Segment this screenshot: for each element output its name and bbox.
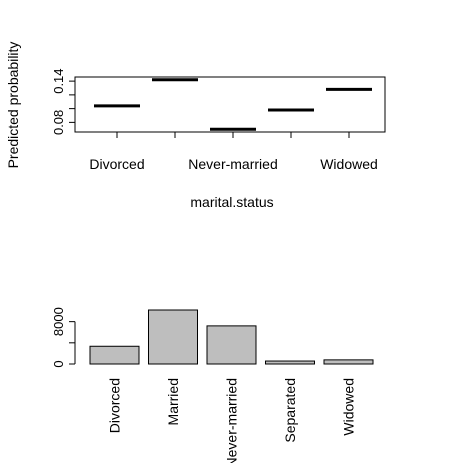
bar-category-label: Married xyxy=(165,378,181,425)
bar xyxy=(206,325,257,365)
effect-plot-y-axis: 0.08 0.14 xyxy=(51,68,75,135)
count-bar-chart: 0 8000 Divorced Married Never-married Separa… xyxy=(51,307,374,463)
x-tick-label: Widowed xyxy=(320,156,378,172)
effect-plot-x-axis: Divorced Never-married Widowed xyxy=(89,132,378,172)
y-tick-label: 8000 xyxy=(51,307,66,336)
bar xyxy=(265,360,315,365)
y-tick-label: 0.14 xyxy=(51,68,66,93)
effect-plot: 0.08 0.14 Divorced Never-married Widowed Pr… xyxy=(5,42,386,210)
bar-chart-bars xyxy=(89,309,374,365)
bar-category-label: Divorced xyxy=(107,378,123,433)
effect-plot-frame xyxy=(74,76,386,133)
effect-plot-x-axis-label: marital.status xyxy=(190,194,273,210)
bar-category-label: Widowed xyxy=(341,378,357,436)
y-tick-label: 0.08 xyxy=(51,110,66,135)
bar-chart-y-axis: 0 8000 xyxy=(51,307,76,368)
bar xyxy=(148,309,198,365)
x-tick-label: Divorced xyxy=(89,156,144,172)
x-tick-label: Never-married xyxy=(188,156,277,172)
bar-chart-x-labels: Divorced Married Never-married Separated Wid… xyxy=(107,378,357,463)
bar xyxy=(323,359,374,365)
y-tick-label: 0 xyxy=(51,360,66,367)
bar xyxy=(89,345,140,365)
bar-category-label: Never-married xyxy=(224,378,240,463)
effect-plot-y-axis-label: Predicted probability xyxy=(5,42,21,169)
bar-category-label: Separated xyxy=(282,378,298,443)
effect-plot-marks xyxy=(94,78,372,131)
